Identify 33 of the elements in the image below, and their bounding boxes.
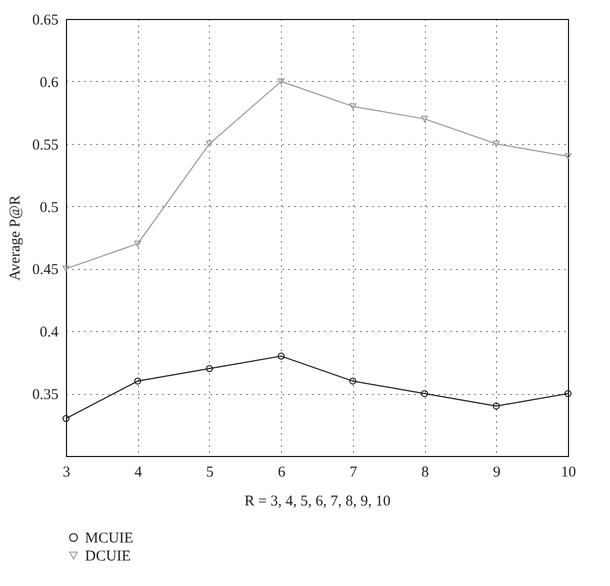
point: [421, 116, 428, 122]
x-tick-label: 8: [421, 464, 429, 480]
point: [349, 378, 356, 385]
y-tick-label: 0.65: [32, 12, 58, 28]
x-tick-label: 10: [561, 464, 576, 480]
point: [421, 390, 428, 398]
x-tick-label: 4: [134, 464, 142, 480]
point: [62, 266, 70, 272]
y-tick-label: 0.4: [40, 324, 59, 341]
legend-label: DCUIE: [85, 548, 131, 564]
x-tick-label: 7: [350, 464, 358, 480]
point: [278, 352, 285, 360]
x-tick-label: 5: [206, 464, 214, 480]
y-tick-label: 0.55: [32, 137, 58, 154]
y-tick-label: 0.6: [40, 74, 59, 91]
point: [134, 378, 142, 385]
legend-label: MCUIE: [85, 530, 134, 546]
y-tick-label: 0.35: [32, 387, 58, 404]
point: [278, 78, 285, 85]
x-tick-label: 9: [493, 464, 501, 480]
point: [492, 402, 500, 410]
y-tick-label: 0.5: [40, 200, 58, 216]
point: [134, 240, 142, 247]
point: [492, 140, 500, 147]
y-tick-label: 0.45: [32, 262, 58, 278]
x-tick-label: 6: [278, 464, 286, 480]
point: [349, 103, 356, 110]
x-tick-label: 3: [62, 464, 70, 480]
point: [206, 140, 213, 147]
y-axis-title: Average P@R: [7, 195, 24, 281]
point: [206, 365, 213, 372]
x-axis-title: R = 3, 4, 5, 6, 7, 8, 9, 10: [244, 494, 390, 510]
point: [564, 153, 572, 160]
